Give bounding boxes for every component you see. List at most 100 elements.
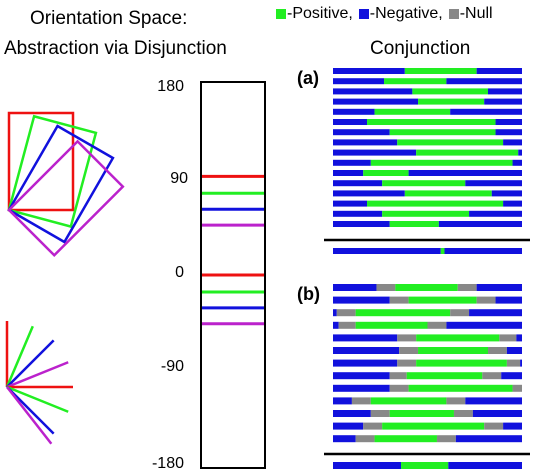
panel-b-row-5-segment-3 [487,347,507,354]
panel-b-row-1-segment-4 [495,296,522,304]
panel-a-row-2-segment-1 [412,88,488,95]
panel-a-row-6 [333,129,522,136]
panel-a-row-5-segment-0 [333,119,368,125]
panel-b-row-3-segment-1 [338,321,356,329]
panel-a-row-12-segment-2 [491,190,522,197]
legend-null-swatch [448,9,459,19]
panel-b-row-6-segment-1 [397,359,417,367]
panel-a-row-4-segment-2 [450,108,522,115]
panel-b-bars [333,284,522,469]
panel-a-row-10-segment-2 [408,170,522,176]
panel-a-row-3-segment-1 [418,98,485,105]
panel-b-row-1-segment-3 [476,296,496,304]
conjunction-title: Conjunction [370,38,471,59]
panel-a-result-row-segment-1 [440,248,445,254]
panel-b-row-9-segment-2 [370,397,447,405]
panel-b-row-1 [333,296,522,304]
panel-a-row-2 [333,88,522,95]
panel-b-row-9-segment-4 [465,397,522,405]
panel-a-row-15-segment-2 [438,221,522,227]
panel-b-row-4-segment-4 [516,334,522,342]
panel-a-row-7-segment-1 [397,139,504,146]
panel-a-row-8-segment-0 [333,149,417,156]
orientation-line-1 [5,325,34,388]
panel-b-row-7-segment-3 [482,372,502,380]
panel-a-row-13 [333,200,522,207]
panel-a-row-5 [333,119,522,125]
panel-b-row-8-segment-2 [408,384,513,392]
panel-a-row-0-segment-1 [404,68,477,74]
orientation-line-7 [6,386,53,445]
panel-a-row-8-segment-1 [416,149,519,156]
panel-b-row-3-segment-4 [446,321,522,329]
panel-b-row-12-segment-1 [355,435,375,443]
panel-b-row-3-segment-0 [333,321,339,329]
panel-a-result-row-segment-0 [333,248,441,254]
panel-b-row-4-segment-2 [416,334,500,342]
panel-b-row-11 [333,422,522,430]
panel-a-row-12-segment-1 [404,190,492,197]
panel-b-row-12-segment-3 [436,435,456,443]
panel-b-result-row [333,462,522,469]
panel-b-row-1-segment-0 [333,296,390,304]
panel-a-row-0 [333,68,522,74]
orientation-rectangle-2 [7,124,115,244]
panel-b-row-5-segment-2 [418,347,488,354]
orientation-line-6 [6,386,55,435]
panel-b-row-11-segment-3 [484,422,504,430]
panel-b-row-6-segment-2 [416,359,507,367]
panel-b-row-2-segment-3 [450,309,470,317]
panel-b-row-5-segment-0 [333,347,400,354]
panel-a-row-0-segment-2 [476,68,522,74]
panel-b-row-6-segment-3 [506,359,521,367]
panel-b-row-9 [333,397,522,405]
panel-a-row-14 [333,210,522,217]
panel-a-row-5-segment-1 [367,119,496,125]
panel-b-row-10-segment-3 [453,410,473,417]
orientation-line-3 [6,361,69,389]
legend: -Positive, -Negative, -Null [276,5,493,23]
panel-a-row-13-segment-0 [333,200,368,207]
panel-b-row-11-segment-2 [382,422,485,430]
axis-tick-neg-90: -90 [160,358,184,375]
panel-b-row-12-segment-4 [455,435,522,443]
panel-a-row-7-segment-0 [333,139,398,146]
panel-b-row-0 [333,284,522,291]
axis-tick-180: 180 [157,78,184,95]
panel-a-row-3 [333,98,522,105]
panel-a-row-2-segment-0 [333,88,413,95]
panel-b-row-9-segment-1 [351,397,371,405]
axis-tick-90: 90 [170,170,188,187]
legend-positive-swatch [276,9,286,19]
panel-b-row-10-segment-2 [389,410,454,417]
panel-a-row-3-segment-0 [333,98,419,105]
panel-a-row-12-segment-0 [333,190,405,197]
axis-tick-0: 0 [175,264,184,281]
panel-b-row-6-segment-0 [333,359,398,367]
panel-a-row-1-segment-0 [333,78,385,85]
panel-a-row-9-segment-1 [370,159,513,166]
panel-b-row-0-segment-1 [376,284,396,291]
rotated-rectangles [7,111,125,258]
panel-b-row-2-segment-2 [355,309,451,317]
panel-b-row-5-segment-4 [506,347,522,354]
panel-b-row-2-segment-0 [333,309,337,317]
panel-a-result-row-segment-2 [444,248,522,254]
panel-a-row-4-segment-0 [333,108,375,115]
panel-b-row-8-segment-0 [333,384,390,392]
panel-a-row-11-segment-2 [465,180,522,187]
panel-a-row-1 [333,78,522,85]
panel-a-row-13-segment-1 [367,200,504,207]
panel-a-row-10-segment-0 [333,170,364,176]
panel-a-row-13-segment-2 [503,200,522,207]
orientation-line-5 [6,385,69,413]
panel-a-row-14-segment-0 [333,210,383,217]
panel-b-row-9-segment-3 [446,397,466,405]
axis-tick-neg-180: -180 [151,455,184,472]
panel-b-row-11-segment-4 [503,422,522,430]
panel-b-row-5-segment-1 [399,347,419,354]
orientation-line-fan [5,321,73,445]
panel-b-row-2-segment-4 [469,309,522,317]
panel-b-row-7-segment-1 [389,372,407,380]
